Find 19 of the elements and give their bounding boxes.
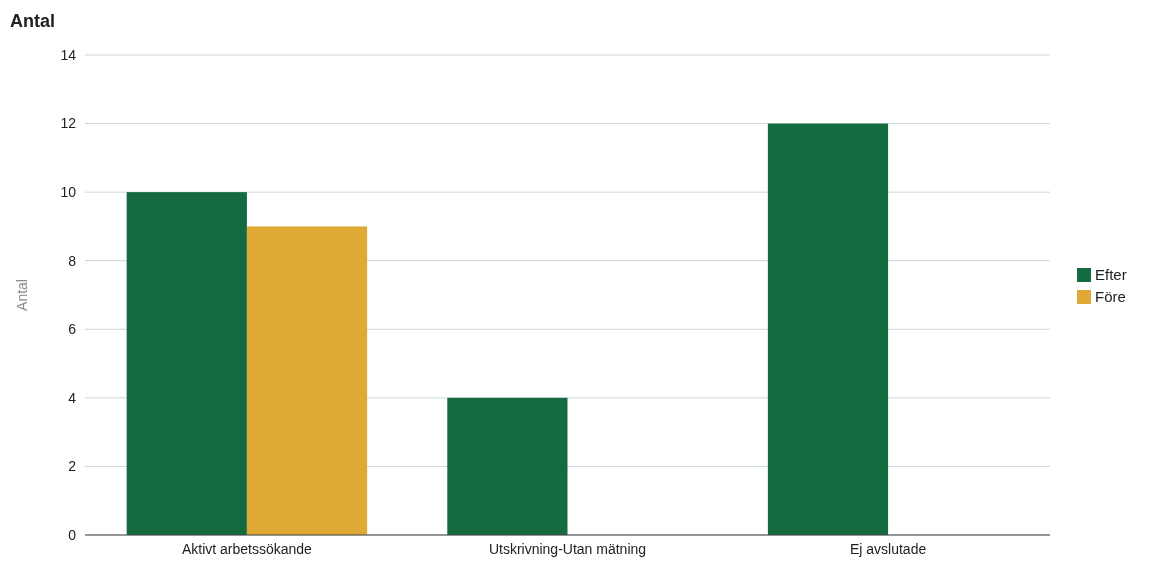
legend-label: Före <box>1095 288 1126 306</box>
y-tick-label: 2 <box>68 458 77 475</box>
y-tick-label: 4 <box>68 389 77 406</box>
y-tick-label: 0 <box>68 526 77 543</box>
bar <box>126 192 247 535</box>
bar <box>447 397 568 535</box>
x-tick-label: Utskrivning-Utan mätning <box>488 541 647 557</box>
y-axis-title: Antal <box>14 279 30 311</box>
bar <box>246 226 368 535</box>
y-tick-label: 6 <box>68 321 77 338</box>
y-tick-label: 10 <box>60 184 77 201</box>
legend-label: Efter <box>1095 266 1127 284</box>
x-tick-label: Aktivt arbetssökande <box>181 541 313 557</box>
y-tick-label: 12 <box>60 115 77 132</box>
x-tick-label: Ej avslutade <box>849 541 927 557</box>
y-tick-label: 14 <box>60 46 77 63</box>
bar <box>767 123 889 535</box>
chart-title: Antal <box>10 11 55 31</box>
y-tick-label: 8 <box>68 252 77 269</box>
